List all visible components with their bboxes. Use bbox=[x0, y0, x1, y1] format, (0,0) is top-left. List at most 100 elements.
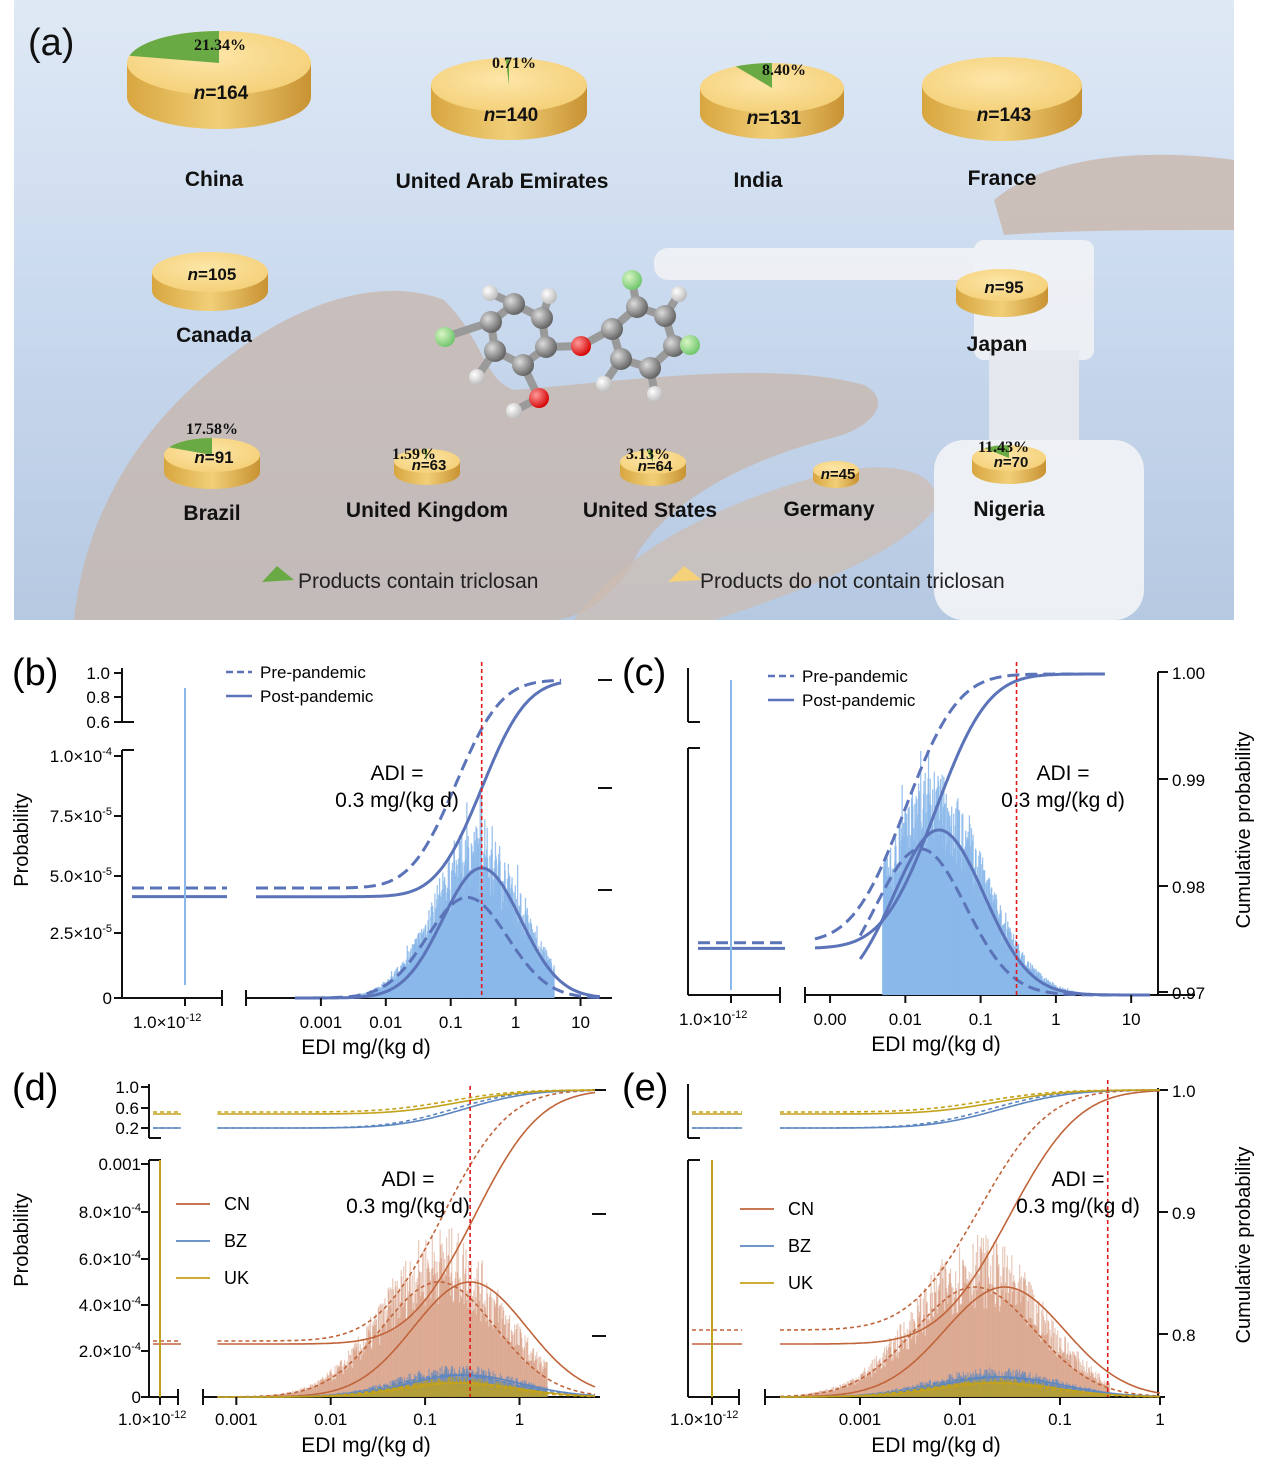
y-axis-label: Probability bbox=[11, 793, 33, 886]
plot-area: ADI = 0.3 mg/(kg d) CN BZ UK 0.001 0.01 0.1 1 1.0… bbox=[118, 1086, 596, 1457]
panel-a: 21.34% n=164 China 0.71% n=140 United Arab Em… bbox=[14, 0, 1234, 620]
plot-area: ADI = 0.3 mg/(kg d) CN BZ UK 0.001 0.01 0.1 1 1.0… bbox=[670, 1080, 1165, 1457]
legend-label: CN bbox=[788, 1199, 814, 1219]
country-name: United Arab Emirates bbox=[396, 170, 609, 193]
panel-label-b: (b) bbox=[12, 652, 58, 694]
y-tick-label: 7.5×10-5 bbox=[50, 806, 112, 826]
y-tick-label: 2.0×10-4 bbox=[79, 1341, 141, 1361]
adi-label-line2: 0.3 mg/(kg d) bbox=[335, 789, 459, 812]
adi-label-line2: 0.3 mg/(kg d) bbox=[1001, 789, 1125, 812]
molecule-atom bbox=[596, 376, 612, 392]
y-ticks: 0 2.5×10-5 5.0×10-5 7.5×10-5 1.0×10-4 0.6 0.8 1… bbox=[50, 664, 122, 1008]
x-tick-label: 0.1 bbox=[1048, 1410, 1072, 1429]
adi-label-line1: ADI = bbox=[1051, 1168, 1104, 1191]
molecule-atom bbox=[503, 293, 525, 315]
x-axis-label: EDI mg/(kg d) bbox=[301, 1434, 431, 1457]
panel-label-a: (a) bbox=[28, 22, 75, 64]
cdf-uk bbox=[217, 1089, 595, 1115]
legend-label: Pre-pandemic bbox=[802, 667, 908, 686]
y-tick-label: 0.001 bbox=[98, 1155, 141, 1174]
pie-percent-label: 0.71% bbox=[492, 55, 536, 72]
y-axis-label: Probability bbox=[11, 1193, 33, 1286]
pie-slice-contain bbox=[984, 445, 1009, 458]
legend-label: Post-pandemic bbox=[802, 691, 916, 710]
pdf-post-pandemic bbox=[858, 828, 1150, 997]
legend-label: Post-pandemic bbox=[260, 687, 374, 706]
legend-contain-label: Products contain triclosan bbox=[298, 570, 538, 593]
molecule-atom bbox=[435, 327, 455, 347]
molecule-atom bbox=[512, 354, 534, 376]
x-ticks: 0.00 0.01 0.1 1 10 1.0×10-12 bbox=[679, 995, 1141, 1029]
pdf-cn bbox=[217, 1281, 596, 1398]
pie-n-label: n=91 bbox=[194, 448, 233, 467]
x-axis-label: EDI mg/(kg d) bbox=[871, 1434, 1001, 1457]
molecule-atom bbox=[529, 388, 549, 408]
y-tick-label: 5.0×10-5 bbox=[50, 866, 112, 886]
x-tick-label: 0.1 bbox=[413, 1410, 437, 1429]
cdf-bz bbox=[780, 1089, 1160, 1129]
legend-not-contain-label: Products do not contain triclosan bbox=[700, 570, 1005, 593]
x-tick-label: 0.01 bbox=[314, 1410, 347, 1429]
molecule-atom bbox=[610, 348, 632, 370]
pie-top bbox=[152, 252, 268, 292]
molecule-atom bbox=[484, 340, 506, 362]
molecule-atom bbox=[535, 336, 557, 358]
adi-label-line1: ADI = bbox=[1036, 762, 1089, 785]
histogram bbox=[331, 788, 555, 998]
legend-contain-icon bbox=[262, 566, 294, 582]
molecule-atom bbox=[571, 336, 591, 356]
molecule-atom bbox=[506, 403, 522, 419]
pie-slice-contain bbox=[735, 63, 772, 88]
molecule-atom bbox=[626, 296, 648, 318]
country-name: Canada bbox=[176, 324, 252, 347]
molecule-atom bbox=[680, 335, 700, 355]
y-tick-label: 8.0×10-4 bbox=[79, 1202, 141, 1222]
y2-axis-label: Cumulative probability bbox=[1233, 1147, 1255, 1344]
cdf-bz bbox=[780, 1089, 1160, 1129]
legend-label: BZ bbox=[224, 1231, 247, 1251]
y-tick-label: 6.0×10-4 bbox=[79, 1249, 141, 1269]
histogram-cn bbox=[240, 1227, 548, 1397]
pie-n-label: n=95 bbox=[984, 278, 1023, 297]
plot-area: ADI = 0.3 mg/(kg d) Pre-pandemic Post-pande… bbox=[679, 662, 1150, 1056]
pie-n-label: n=70 bbox=[994, 454, 1029, 471]
molecule-atom bbox=[531, 307, 553, 329]
x-axis-label: EDI mg/(kg d) bbox=[871, 1033, 1001, 1056]
pie-n-label: n=140 bbox=[484, 105, 538, 126]
pie-top bbox=[813, 461, 859, 479]
molecule-atom bbox=[541, 288, 557, 304]
pie-n-label: n=131 bbox=[747, 108, 802, 129]
x-tick-label: 10 bbox=[1122, 1010, 1141, 1029]
y2-tick-label: 0.9 bbox=[1172, 1204, 1196, 1223]
pie-n-label: n=164 bbox=[194, 83, 249, 104]
y-tick-label: 0 bbox=[132, 1388, 141, 1407]
legend-label: CN bbox=[224, 1194, 250, 1214]
y-tick-label: 4.0×10-4 bbox=[79, 1295, 141, 1315]
adi-label-line1: ADI = bbox=[370, 762, 423, 785]
pie-slice-contain bbox=[129, 31, 219, 63]
x-break-tick-label: 1.0×10-12 bbox=[118, 1409, 186, 1429]
y2-tick-label: 0.99 bbox=[1172, 771, 1205, 790]
x-tick-label: 1 bbox=[1155, 1410, 1164, 1429]
y2-tick-label: 0.97 bbox=[1172, 984, 1205, 1003]
pdf-cn bbox=[780, 1286, 1161, 1398]
country-name: United States bbox=[583, 499, 717, 522]
y-top-tick-label: 1.0 bbox=[86, 664, 110, 683]
molecule-atom bbox=[647, 386, 663, 402]
x-tick-label: 1 bbox=[1051, 1010, 1060, 1029]
y-top-tick-label: 0.8 bbox=[86, 688, 110, 707]
pie-n-label: n=64 bbox=[638, 458, 673, 475]
cdf-cn bbox=[780, 1089, 1160, 1331]
cdf-cn bbox=[780, 1089, 1160, 1345]
x-axis-label: EDI mg/(kg d) bbox=[301, 1036, 431, 1059]
legend: CN BZ UK bbox=[176, 1194, 250, 1288]
histogram-cn bbox=[799, 1235, 1110, 1397]
pie-india: 8.40% n=131 India bbox=[700, 62, 844, 192]
chart-d: 0 2.0×10-4 4.0×10-4 6.0×10-4 8.0×10-4 0.001 0.… bbox=[11, 1067, 606, 1457]
x-ticks: 0.001 0.01 0.1 1 10 1.0×10-12 bbox=[133, 998, 590, 1032]
y2-tick-label: 1.00 bbox=[1172, 664, 1205, 683]
pdf-uk bbox=[217, 1382, 595, 1398]
x-tick-label: 0.00 bbox=[814, 1010, 847, 1029]
pump-neck bbox=[989, 350, 1079, 450]
pie-percent-label: 11.43% bbox=[978, 439, 1029, 456]
